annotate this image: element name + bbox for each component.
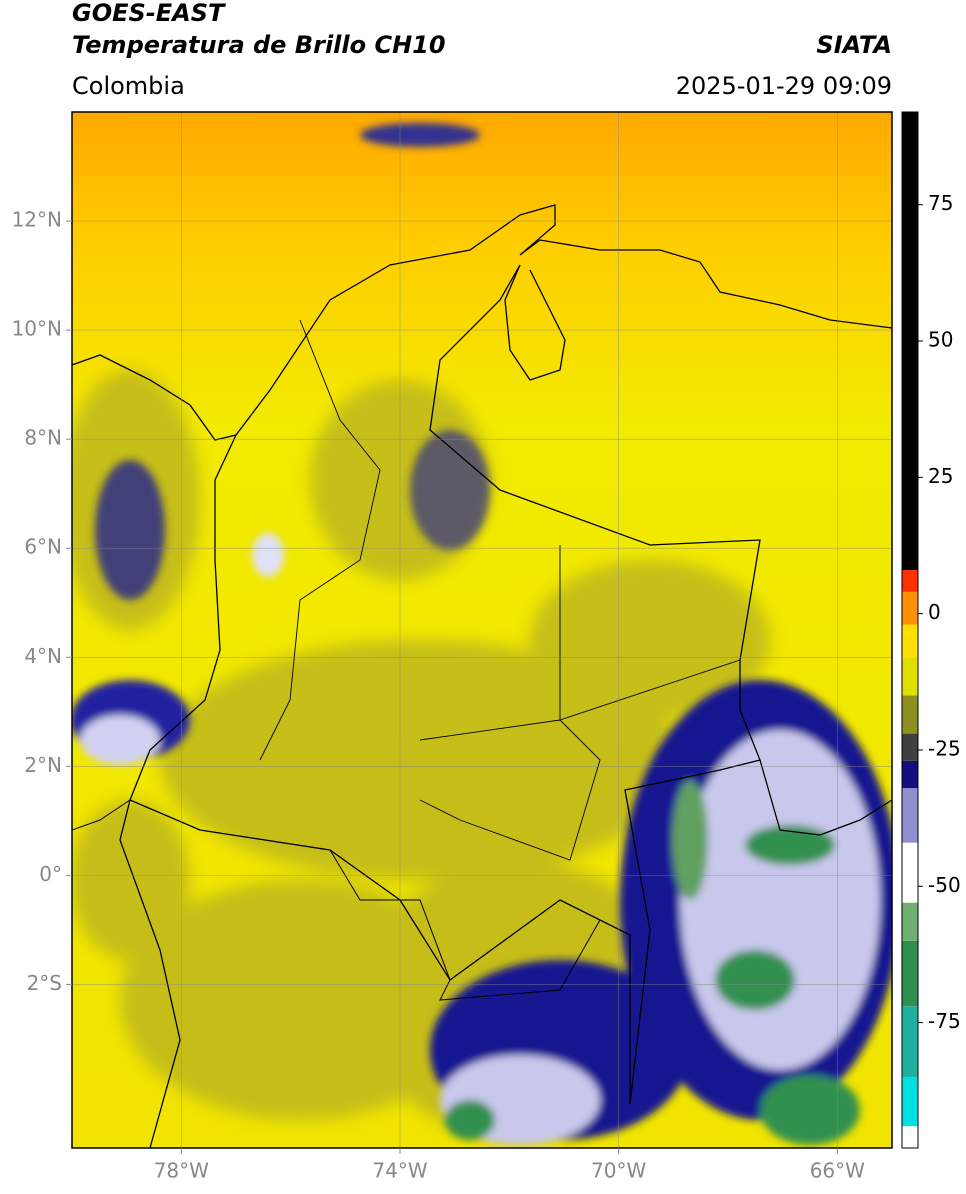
colorbar-tick-label: 0 [928,600,941,624]
y-tick-label: 8°N [24,426,62,450]
colorbar-segment [902,788,918,843]
colorbar-segment [902,591,918,625]
title: GOES-EAST [72,0,226,27]
y-tick-label: 4°N [24,644,62,668]
y-tick-label: 6°N [24,535,62,559]
map-frame [71,111,893,1149]
region: Colombia [72,72,185,100]
colorbar [902,112,918,1148]
y-tick-label: 2°S [27,971,62,995]
y-tick-label: 12°N [12,208,62,232]
x-tick-label: 66°W [810,1159,865,1183]
colorbar-frame [901,111,919,1149]
colorbar-tick-label: -25 [928,736,961,760]
colorbar-tick-label: 75 [928,191,953,215]
colorbar-segment [902,570,918,592]
colorbar-tick-label: -50 [928,873,961,897]
subtitle: Temperatura de Brillo CH10 [72,31,446,59]
colorbar-segment [902,940,918,1007]
colorbar-tick-label: -75 [928,1009,961,1033]
colorbar-tick-label: 50 [928,328,953,352]
colorbar-segment [902,112,918,571]
x-tick-label: 78°W [154,1159,209,1183]
y-tick-label: 2°N [24,753,62,777]
colorbar-segment [902,657,918,696]
colorbar-segment [902,1077,918,1127]
colorbar-segment [902,902,918,941]
colorbar-segment [902,1006,918,1078]
colorbar-segment [902,733,918,761]
source: SIATA [816,31,892,59]
grid [72,112,892,1148]
x-tick-label: 70°W [591,1159,646,1183]
y-tick-label: 10°N [12,317,62,341]
colorbar-segment [902,1126,918,1148]
colorbar-tick-label: 25 [928,464,953,488]
colorbar-segment [902,760,918,789]
colorbar-segment [902,842,918,903]
y-tick-label: 0° [39,862,62,886]
colorbar-segment [902,624,918,658]
x-tick-label: 74°W [372,1159,427,1183]
colorbar-segment [902,695,918,734]
imagery [72,112,892,1148]
datetime: 2025-01-29 09:09 [676,72,892,100]
